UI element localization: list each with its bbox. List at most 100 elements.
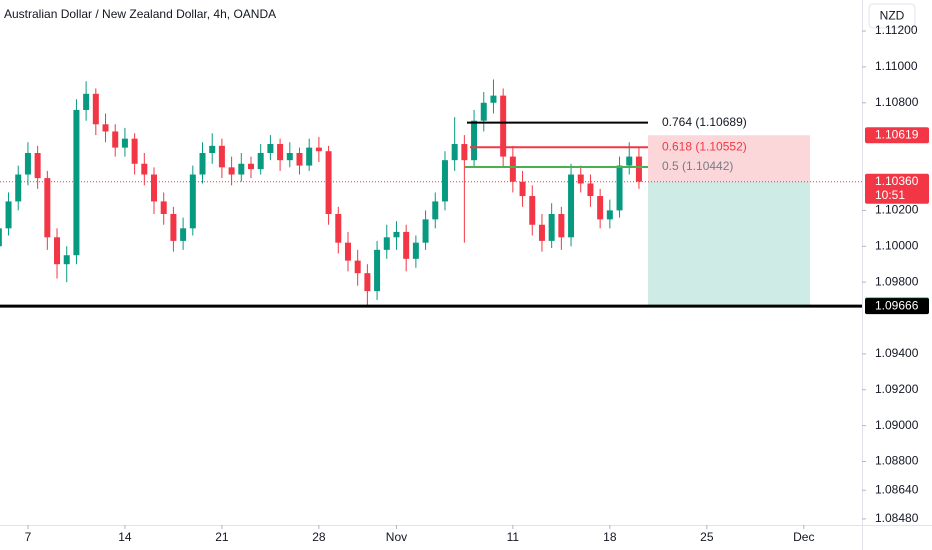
candle-body: [383, 237, 390, 250]
y-tick-label: 1.08480: [875, 511, 919, 525]
fib-label: 0.618 (1.10552): [662, 139, 747, 153]
candle-body: [277, 144, 284, 161]
candle-body: [335, 213, 342, 243]
y-tick-label: 1.11000: [875, 59, 918, 73]
candle-body: [422, 219, 429, 243]
candle-body: [393, 231, 400, 238]
fib-label: 0.764 (1.10689): [662, 115, 747, 129]
price-tag: [865, 298, 929, 315]
candle-body: [296, 152, 303, 166]
candle-body: [635, 156, 642, 182]
candle-body: [441, 160, 448, 202]
candle-body: [587, 183, 594, 197]
x-tick-label: 21: [215, 530, 229, 544]
candle-body: [63, 255, 70, 265]
candle-body: [538, 224, 545, 241]
y-tick-label: 1.09400: [875, 346, 919, 360]
candle-body: [626, 156, 633, 166]
candle-body: [354, 260, 361, 274]
candle-body: [451, 144, 458, 161]
candle-body: [306, 147, 313, 166]
candle-body: [73, 109, 80, 256]
candle-body: [92, 93, 99, 125]
candle-body: [519, 181, 526, 197]
candle-body: [568, 174, 575, 238]
candle-body: [403, 231, 410, 259]
candle-body: [577, 174, 584, 184]
price-tag-label: 1.10360: [875, 174, 919, 188]
candle-body: [218, 145, 225, 168]
stop-zone: [648, 135, 810, 182]
candle-body: [209, 145, 216, 153]
candle-body: [131, 138, 138, 164]
candle-body: [238, 163, 245, 175]
y-tick-label: 1.10200: [875, 203, 919, 217]
candle-body: [83, 93, 90, 110]
candle-body: [471, 120, 478, 161]
price-tag: [865, 173, 929, 204]
candle-body: [15, 174, 22, 202]
candle-body: [0, 228, 2, 247]
candle-body: [364, 273, 371, 292]
currency-button[interactable]: [868, 3, 916, 29]
price-timer: 10:51: [875, 188, 905, 202]
y-tick-label: 1.09000: [875, 418, 919, 432]
candle-body: [325, 151, 332, 214]
candle-body: [480, 102, 487, 121]
candle-body: [160, 201, 167, 214]
x-tick-label: Nov: [386, 530, 407, 544]
x-tick-label: Dec: [793, 530, 814, 544]
candle-body: [315, 147, 322, 152]
x-tick-label: 25: [700, 530, 714, 544]
candle-body: [257, 152, 264, 170]
candle-body: [54, 237, 61, 265]
price-tag: [865, 127, 929, 144]
candle-body: [432, 201, 439, 220]
candle-body: [121, 138, 128, 148]
candle-body: [34, 152, 41, 179]
y-tick-label: 1.08640: [875, 482, 919, 496]
candle-body: [228, 167, 235, 175]
candle-body: [267, 144, 274, 153]
fib-label: 0.5 (1.10442): [662, 159, 733, 173]
y-tick-label: 1.11200: [875, 23, 918, 37]
candle-body: [616, 165, 623, 211]
target-zone: [648, 181, 810, 306]
candle-body: [180, 228, 187, 241]
candle-body: [548, 213, 555, 241]
x-tick-label: 7: [25, 530, 32, 544]
candle-body: [286, 152, 293, 161]
x-tick-label: 11: [507, 530, 520, 544]
price-tag-label: 1.10619: [875, 127, 919, 141]
currency-label: NZD: [880, 9, 905, 23]
y-tick-label: 1.09800: [875, 274, 919, 288]
x-tick-label: 18: [603, 530, 617, 544]
candle-body: [170, 213, 177, 241]
x-tick-label: 28: [312, 530, 326, 544]
candle-body: [558, 213, 565, 238]
price-tag-label: 1.09666: [875, 298, 919, 312]
candle-body: [112, 131, 119, 148]
candle-body: [529, 196, 536, 225]
candle-body: [5, 201, 12, 229]
candle-body: [490, 95, 497, 103]
chart-title: Australian Dollar / New Zealand Dollar, …: [4, 7, 276, 21]
y-tick-label: 1.10800: [875, 95, 919, 109]
y-tick-label: 1.10000: [875, 238, 919, 252]
candle-body: [199, 152, 206, 175]
candle-body: [597, 196, 604, 220]
candle-body: [606, 210, 613, 220]
candle-body: [141, 163, 148, 175]
candle-body: [102, 124, 109, 132]
y-tick-label: 1.09200: [875, 382, 919, 396]
candle-body: [500, 95, 507, 157]
y-tick-label: 1.08800: [875, 454, 919, 468]
candle-body: [151, 174, 158, 202]
candle-body: [44, 178, 51, 238]
candle-body: [247, 163, 254, 170]
candle-body: [412, 242, 419, 259]
candle-body: [461, 144, 468, 161]
